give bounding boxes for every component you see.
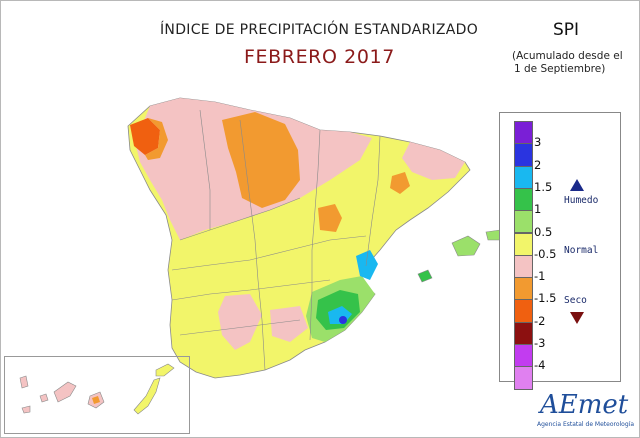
legend-tick-label: -1.5 xyxy=(534,291,557,306)
region-pink-northeast xyxy=(402,142,465,180)
aemet-logo-text: AEmet xyxy=(540,390,629,420)
island-la-gomera xyxy=(39,393,49,403)
legend-swatch xyxy=(514,321,533,345)
spi-map xyxy=(127,97,500,379)
legend-swatch xyxy=(514,210,533,234)
legend-swatch xyxy=(514,187,533,212)
spi-legend: 3 2 1.5 1 0.5 -0.5 -1 -1.5 -2 -3 -4 Humedo Normal … xyxy=(499,112,621,390)
canary-islands-inset xyxy=(4,356,190,434)
legend-swatch xyxy=(514,366,533,390)
accumulation-note-line1: (Acumulado desde el xyxy=(512,50,623,62)
legend-tick-label: -4 xyxy=(534,358,546,373)
legend-tick-label: 1 xyxy=(534,202,542,217)
island-la-palma xyxy=(19,375,29,389)
legend-dry-label: Seco xyxy=(564,295,587,306)
humid-arrow-icon xyxy=(570,179,584,191)
legend-tick-label: 2 xyxy=(534,157,542,172)
legend-swatch xyxy=(514,299,533,323)
legend-swatch xyxy=(514,232,533,256)
map-title: ÍNDICE DE PRECIPITACIÓN ESTANDARIZADO xyxy=(160,22,479,38)
map-subtitle: FEBRERO 2017 xyxy=(244,46,395,68)
island-fuerteventura xyxy=(133,377,161,415)
region-orange-castilla xyxy=(222,112,300,208)
legend-tick-label: 1.5 xyxy=(534,179,553,194)
region-pink-southwest xyxy=(218,294,262,350)
region-blue-murcia xyxy=(339,316,347,324)
canary-islands-map xyxy=(19,363,175,415)
island-gran-canaria-orange xyxy=(92,396,100,404)
legend-tick-label: 3 xyxy=(534,135,542,150)
province-borders xyxy=(171,109,381,371)
legend-tick-label: -1 xyxy=(534,269,546,284)
island-mallorca xyxy=(451,235,481,257)
legend-swatch xyxy=(514,143,533,167)
region-dark-orange-galicia xyxy=(130,118,160,155)
legend-tick-label: -0.5 xyxy=(534,246,557,261)
region-orange-galicia xyxy=(145,118,168,160)
index-name: SPI xyxy=(553,20,580,40)
legend-tick-label: 0.5 xyxy=(534,224,553,239)
dry-arrow-icon xyxy=(570,312,584,324)
region-orange-aragon xyxy=(390,172,410,194)
island-el-hierro xyxy=(21,405,31,414)
legend-swatch xyxy=(514,254,533,279)
legend-swatch xyxy=(514,165,533,189)
island-menorca xyxy=(485,229,500,241)
island-tenerife xyxy=(53,381,77,403)
legend-swatch xyxy=(514,121,533,145)
region-orange-center xyxy=(318,204,342,232)
legend-tick-label: -3 xyxy=(534,336,546,350)
accumulation-note: (Acumulado desde el 1 de Septiembre) xyxy=(512,50,636,76)
region-cyan-valencia xyxy=(356,250,378,280)
accumulation-note-line2: 1 de Septiembre) xyxy=(514,63,606,75)
island-ibiza xyxy=(417,269,433,283)
legend-normal-label: Normal xyxy=(564,245,599,256)
region-pink-south xyxy=(270,306,308,342)
island-lanzarote xyxy=(155,363,175,377)
legend-swatch xyxy=(514,344,533,368)
legend-tick-label: -2 xyxy=(534,313,546,328)
legend-swatch xyxy=(514,277,533,301)
aemet-logo-tagline: Agencia Estatal de Meteorología xyxy=(537,421,634,428)
legend-humid-label: Humedo xyxy=(564,195,599,206)
